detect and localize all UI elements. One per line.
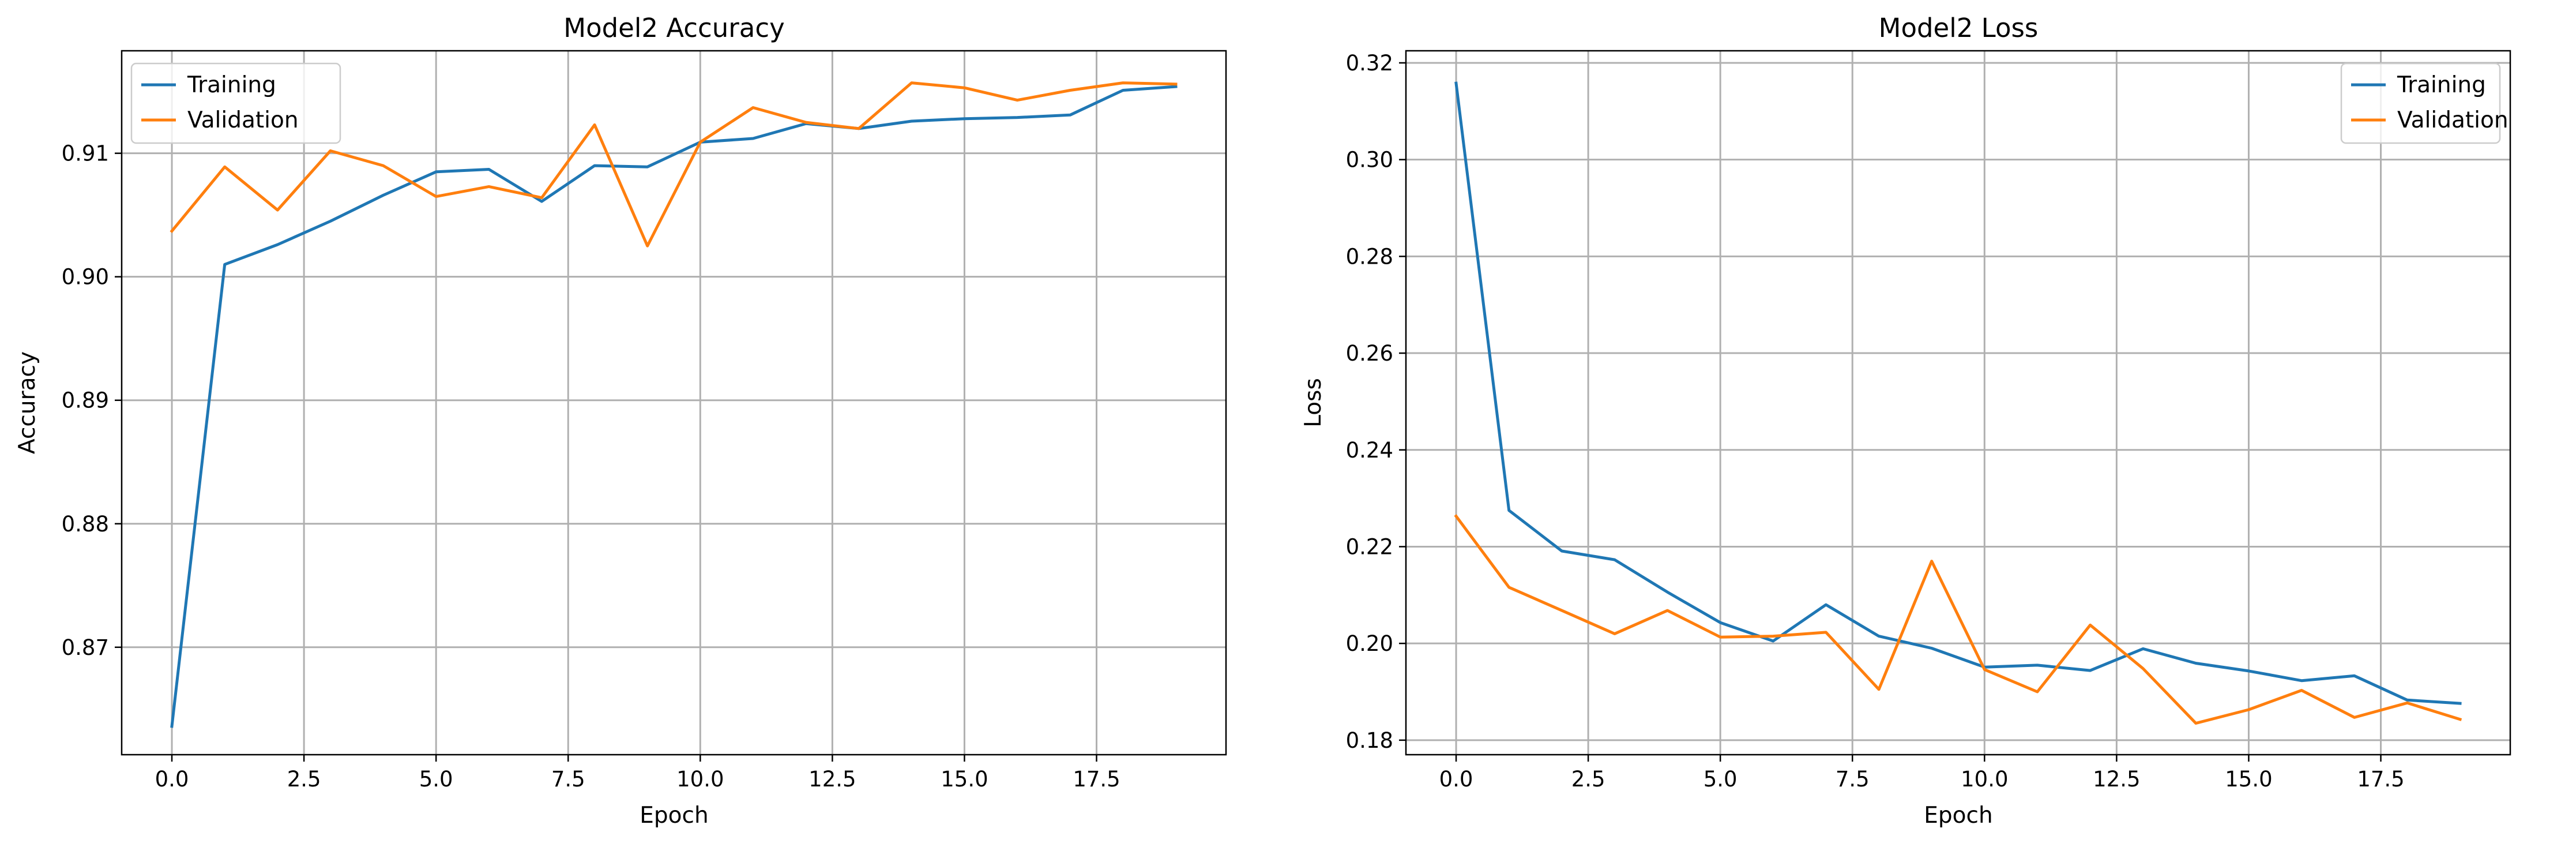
accuracy-plot-frame (121, 50, 1227, 756)
accuracy-ticks: 0.0 2.5 5.0 7.5 10.0 12.5 15.0 17.5 0.87 0.88 0.89… (62, 141, 1120, 792)
accuracy-x-tick-label: 15.0 (941, 767, 988, 792)
accuracy-training-line (170, 85, 1178, 728)
loss-legend-training-label: Training (2397, 72, 2486, 98)
accuracy-validation-line (170, 81, 1178, 248)
accuracy-legend-validation-label: Validation (187, 107, 299, 133)
loss-x-tick-label: 17.5 (2357, 767, 2404, 792)
loss-plot-frame (1405, 50, 2511, 756)
accuracy-y-tick-label: 0.88 (62, 512, 109, 537)
accuracy-y-tick-label: 0.89 (62, 388, 109, 413)
loss-x-tick-label: 12.5 (2093, 767, 2140, 792)
loss-series (1454, 81, 2462, 725)
accuracy-legend-training-label: Training (187, 72, 276, 98)
accuracy-grid (122, 51, 1226, 755)
loss-chart: Model2 Loss 0.0 2.5 5.0 7.5 10.0 12.5 15.0 17.5… (1300, 13, 2511, 829)
accuracy-series (170, 81, 1178, 728)
loss-y-axis-label: Loss (1300, 378, 1326, 428)
loss-ticks: 0.0 2.5 5.0 7.5 10.0 12.5 15.0 17.5 0.18 0.20 0.22… (1346, 51, 2405, 792)
accuracy-x-tick-label: 17.5 (1073, 767, 1120, 792)
loss-y-tick-label: 0.24 (1346, 438, 1393, 463)
loss-y-tick-label: 0.30 (1346, 148, 1393, 173)
loss-legend-validation-label: Validation (2397, 107, 2509, 133)
loss-x-tick-label: 15.0 (2225, 767, 2272, 792)
loss-y-tick-label: 0.22 (1346, 534, 1393, 559)
loss-x-tick-label: 0.0 (1439, 767, 1473, 792)
accuracy-x-axis-label: Epoch (640, 803, 708, 829)
loss-y-tick-label: 0.18 (1346, 728, 1393, 753)
loss-x-tick-label: 7.5 (1836, 767, 1870, 792)
accuracy-x-tick-label: 5.0 (419, 767, 453, 792)
accuracy-chart-title: Model2 Accuracy (563, 13, 785, 43)
loss-x-tick-label: 5.0 (1703, 767, 1738, 792)
loss-validation-line (1454, 514, 2462, 725)
loss-legend: Training Validation (2340, 62, 2509, 144)
accuracy-y-tick-label: 0.90 (62, 265, 109, 290)
accuracy-legend-box (130, 62, 341, 144)
loss-x-axis-label: Epoch (1924, 803, 1992, 829)
loss-y-tick-label: 0.32 (1346, 51, 1393, 76)
loss-chart-title: Model2 Loss (1879, 13, 2039, 43)
loss-x-tick-label: 2.5 (1571, 767, 1605, 792)
loss-training-line (1454, 81, 2462, 705)
accuracy-y-axis-label: Accuracy (14, 351, 40, 454)
accuracy-x-tick-label: 7.5 (551, 767, 585, 792)
loss-y-tick-label: 0.28 (1346, 244, 1393, 269)
accuracy-x-tick-label: 2.5 (287, 767, 321, 792)
loss-x-tick-label: 10.0 (1961, 767, 2008, 792)
loss-y-tick-label: 0.26 (1346, 341, 1393, 366)
accuracy-chart: Model2 Accuracy 0.0 2.5 5.0 7.5 10.0 12.5 15.0… (14, 13, 1227, 829)
accuracy-x-tick-label: 10.0 (676, 767, 724, 792)
accuracy-y-tick-label: 0.87 (62, 635, 109, 660)
accuracy-legend: Training Validation (130, 62, 341, 144)
accuracy-y-tick-label: 0.91 (62, 141, 109, 166)
accuracy-x-tick-label: 0.0 (155, 767, 189, 792)
loss-grid (1406, 51, 2510, 755)
loss-y-tick-label: 0.20 (1346, 631, 1393, 656)
accuracy-x-tick-label: 12.5 (808, 767, 856, 792)
